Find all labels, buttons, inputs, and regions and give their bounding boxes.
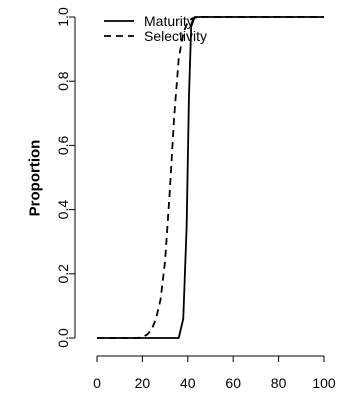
y-axis: 0.0 0.2 0.4 0.6 0.8 1.0 xyxy=(55,7,76,348)
y-tick-label: 0.2 xyxy=(55,264,71,284)
x-tick-label: 40 xyxy=(180,375,196,391)
x-tick-label: 60 xyxy=(225,375,241,391)
plot-area xyxy=(97,16,324,339)
maturity-series-line xyxy=(97,16,324,339)
y-tick-label: 0.8 xyxy=(55,71,71,91)
x-tick-label: 0 xyxy=(93,375,101,391)
maturity-legend-label: Maturity xyxy=(144,13,194,29)
x-tick-label: 20 xyxy=(135,375,151,391)
selectivity-series-line xyxy=(97,16,324,339)
y-axis-label: Proportion xyxy=(27,140,44,217)
y-tick-label: 1.0 xyxy=(55,7,71,27)
x-tick-label: 80 xyxy=(271,375,287,391)
x-axis: 0 20 40 60 80 100 xyxy=(93,355,336,391)
y-tick-label: 0.4 xyxy=(55,200,71,220)
y-tick-label: 0.6 xyxy=(55,135,71,155)
x-tick-label: 100 xyxy=(312,375,336,391)
selectivity-legend-label: Selectivity xyxy=(144,28,207,44)
y-tick-label: 0.0 xyxy=(55,328,71,348)
